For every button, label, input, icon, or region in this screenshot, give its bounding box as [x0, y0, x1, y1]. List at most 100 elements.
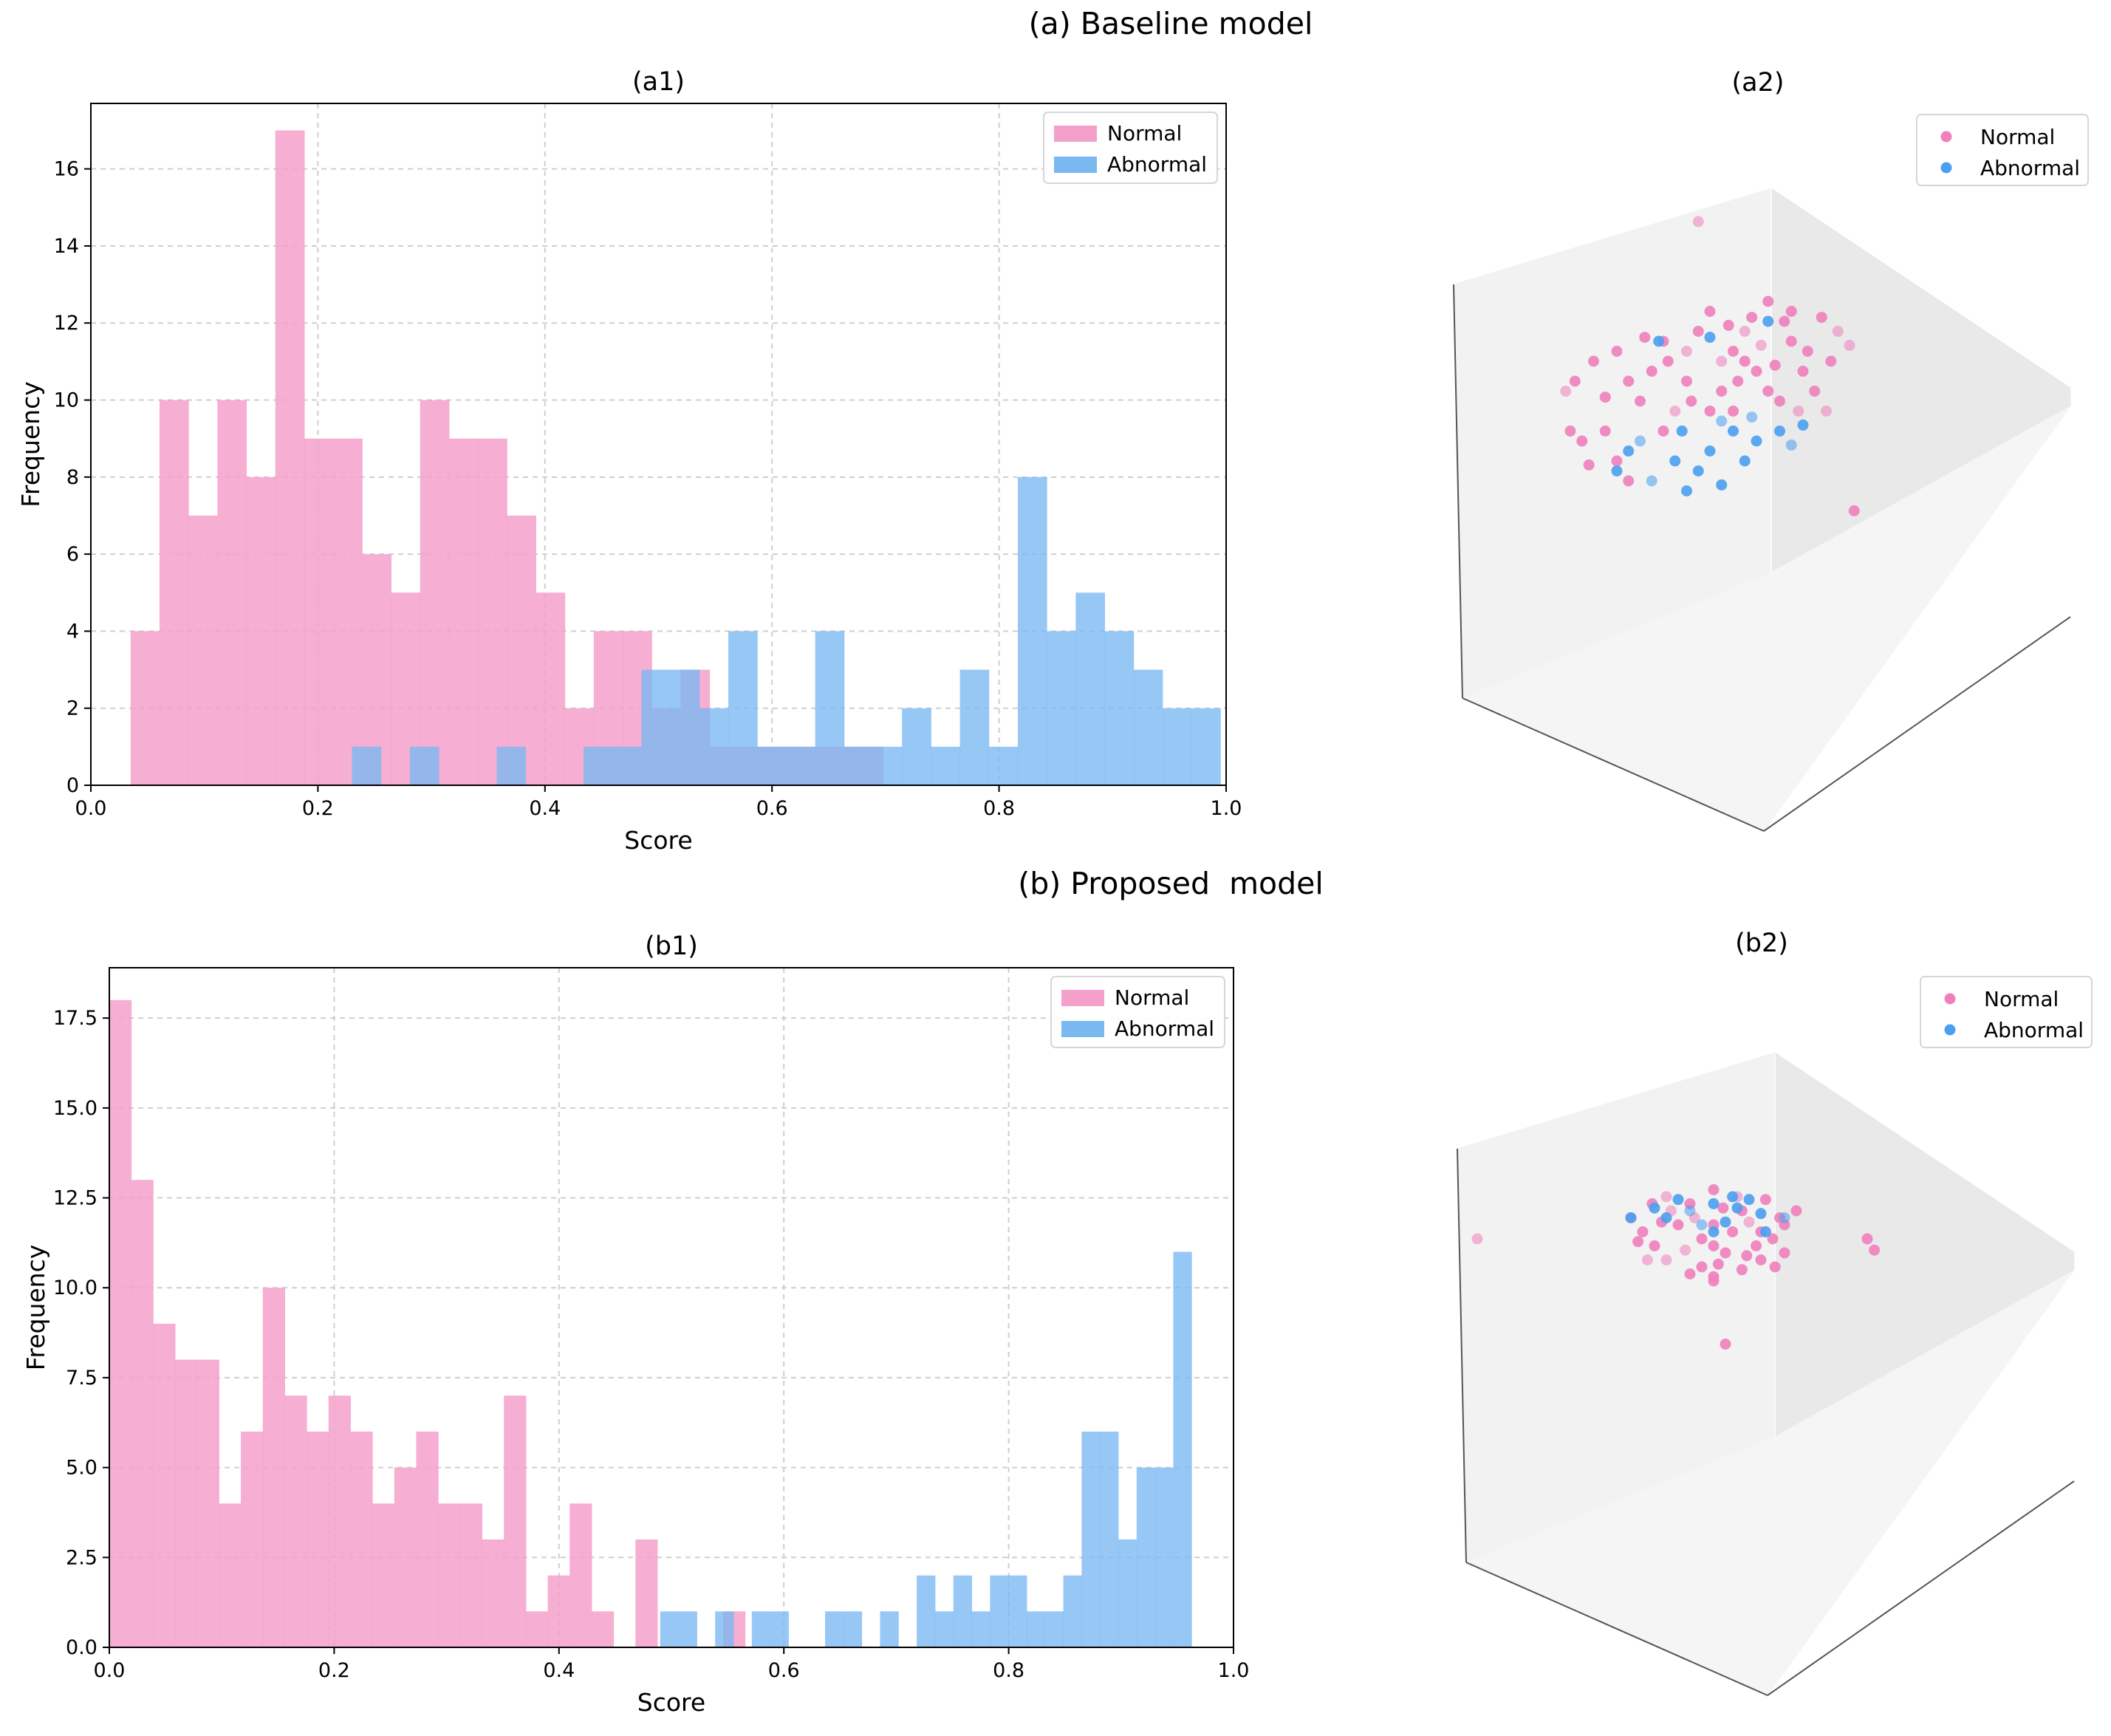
point-normal [1759, 1194, 1771, 1206]
bar-abnormal [1044, 1611, 1064, 1647]
legend-swatch-abnormal [1054, 157, 1097, 173]
bar-abnormal [880, 1611, 899, 1647]
point-normal [1716, 355, 1728, 367]
point-normal [1720, 1247, 1731, 1259]
point-normal [1639, 332, 1651, 344]
bar-normal [307, 1431, 329, 1647]
point-normal [1728, 346, 1739, 357]
axis-y [1767, 1480, 2075, 1696]
point-normal [1708, 1240, 1720, 1251]
legend-swatch-normal [1061, 990, 1104, 1006]
point-normal [1769, 359, 1781, 371]
bar-normal [394, 1467, 417, 1647]
point-normal [1785, 306, 1797, 317]
point-abnormal [1739, 455, 1751, 467]
legend-marker-normal [1940, 131, 1952, 143]
point-normal [1588, 355, 1599, 367]
bar-abnormal [1154, 1467, 1174, 1647]
bar-normal [420, 400, 450, 785]
point-normal [1569, 375, 1581, 387]
point-normal [1809, 386, 1821, 397]
point-normal [1793, 406, 1804, 417]
point-normal [1599, 426, 1611, 437]
point-normal [1848, 505, 1860, 516]
chart-title: (a1) [632, 67, 685, 97]
point-normal [1611, 455, 1623, 467]
bar-abnormal [872, 746, 903, 785]
bar-abnormal [990, 1575, 1009, 1647]
chart-title: (b2) [1735, 929, 1788, 958]
point-normal [1660, 1191, 1672, 1203]
point-normal [1623, 475, 1635, 487]
bar-abnormal [844, 746, 874, 785]
bar-normal [525, 1611, 549, 1647]
point-abnormal [1704, 332, 1716, 344]
legend-label-normal: Normal [1984, 987, 2059, 1011]
x-tick-label: 0.4 [543, 1659, 575, 1682]
bar-normal [504, 1395, 527, 1647]
chart-title: (a2) [1731, 68, 1784, 98]
point-normal [1821, 406, 1832, 417]
bar-normal [241, 1431, 264, 1647]
bar-abnormal [1081, 1431, 1101, 1647]
bar-normal [131, 1180, 154, 1647]
point-normal [1708, 1271, 1720, 1282]
point-abnormal [1625, 1212, 1637, 1223]
bar-abnormal [934, 1611, 954, 1647]
point-normal [1743, 1216, 1755, 1228]
x-tick-label: 0.0 [94, 1659, 126, 1682]
bar-normal [328, 1395, 351, 1647]
legend-box [1920, 976, 2093, 1048]
point-normal [1727, 1226, 1739, 1237]
point-abnormal [1785, 439, 1797, 451]
bar-normal [196, 1359, 219, 1647]
bar-abnormal [1017, 476, 1047, 785]
bar-abnormal [715, 1611, 734, 1647]
point-normal [1635, 395, 1646, 407]
bar-normal [275, 130, 305, 786]
x-tick-label: 1.0 [1211, 797, 1242, 820]
point-normal [1696, 1261, 1708, 1273]
point-abnormal [1743, 1194, 1755, 1206]
point-normal [1560, 386, 1572, 397]
point-normal [1708, 1184, 1720, 1195]
point-normal [1722, 319, 1734, 331]
point-normal [1692, 216, 1704, 228]
bar-abnormal [496, 746, 527, 785]
axis-z [1453, 284, 1463, 699]
bar-normal [478, 438, 507, 785]
x-tick-label: 0.6 [768, 1659, 800, 1682]
point-abnormal [1681, 485, 1692, 496]
point-normal [1785, 335, 1797, 347]
scatter3d-a2: (a2) Normal Abnormal [1453, 68, 2089, 832]
point-normal [1669, 406, 1681, 417]
point-normal [1704, 406, 1716, 417]
point-normal [1684, 1268, 1696, 1279]
x-tick-label: 1.0 [1218, 1659, 1250, 1682]
point-abnormal [1797, 419, 1809, 431]
point-normal [1583, 459, 1595, 471]
point-normal [1696, 1233, 1708, 1245]
bar-normal [482, 1539, 504, 1647]
point-normal [1816, 312, 1827, 324]
bar-abnormal [728, 631, 758, 785]
point-normal [1746, 312, 1758, 324]
y-axis-label: Frequency [16, 381, 45, 507]
y-tick-label: 10.0 [53, 1277, 97, 1299]
legend-label-abnormal: Abnormal [1984, 1018, 2084, 1042]
point-abnormal [1708, 1198, 1720, 1209]
bar-abnormal [612, 746, 642, 785]
point-normal [1660, 1254, 1672, 1265]
bar-abnormal [1191, 708, 1221, 785]
legend-swatch-abnormal [1061, 1021, 1104, 1037]
point-normal [1662, 355, 1674, 367]
point-normal [1681, 346, 1692, 357]
point-normal [1611, 346, 1623, 357]
point-abnormal [1731, 1202, 1743, 1214]
point-normal [1732, 375, 1744, 387]
point-normal [1825, 355, 1837, 367]
bar-normal [350, 1431, 373, 1647]
x-tick-label: 0.8 [993, 1659, 1024, 1682]
point-normal [1680, 1244, 1691, 1256]
point-normal [1779, 1247, 1790, 1259]
